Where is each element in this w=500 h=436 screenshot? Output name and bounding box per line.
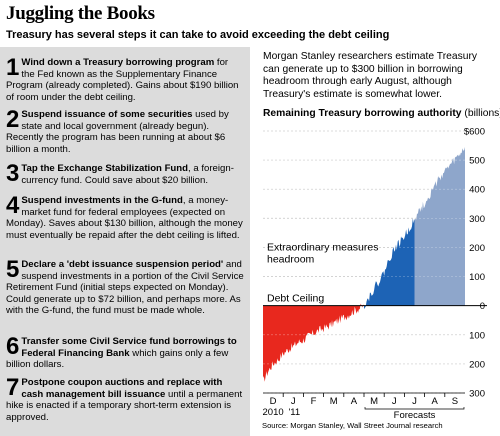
page-subtitle: Treasury has several steps it can take t… [6,29,390,41]
step-4: 4 Suspend investments in the G-fund, a mo… [6,192,244,241]
step-2: 2 Suspend issuance of some securities use… [6,106,244,155]
step-text: which gains only a few billion dollars. [6,347,229,371]
chart-title: Remaining Treasury borrowing authority (… [263,108,500,119]
extraordinary-label: Extraordinary measures headroom [267,241,378,265]
step-text: and suspend investments in a portion of … [6,259,244,317]
step-heading: Tap the Exchange Stabilization Fund [21,163,189,174]
step-number: 4 [6,192,20,219]
month-label: A [432,396,439,407]
y-tick-label: 400 [469,185,485,196]
y-tick-label: 0 [480,301,485,312]
step-7: 7 Postpone coupon auctions and replace wi… [6,374,244,423]
y-tick-label: 300 [469,214,485,225]
step-3: 3 Tap the Exchange Stabilization Fund, a … [6,160,244,187]
step-heading: Wind down a Treasury borrowing program [21,57,215,68]
month-label: D [270,396,277,407]
steps-panel: 1 Wind down a Treasury borrowing program … [0,47,250,436]
y-tick-label: 200 [469,243,485,254]
step-heading: Suspend issuance of some securities [21,109,193,120]
month-label: F [311,396,317,407]
step-1: 1 Wind down a Treasury borrowing program … [6,54,244,103]
month-label: J [392,396,397,407]
year-label: 2010 [263,407,284,418]
month-label: A [351,396,358,407]
step-heading: Suspend investments in the G-fund [21,195,183,206]
research-note: Morgan Stanley researchers estimate Trea… [263,51,478,100]
forecast-bracket [364,407,465,410]
y-tick-label: 100 [469,272,485,283]
y-tick-label: $600 [464,127,485,138]
step-text: until a permanent hike is enacted if a t… [6,388,243,423]
step-5: 5 Declare a 'debt issuance suspension per… [6,256,244,317]
y-tick-label: 100 [469,330,485,341]
headroom-area [364,218,415,310]
step-number: 7 [6,374,20,401]
debt-ceiling-label: Debt Ceiling [267,293,324,305]
step-text: , a money-market fund for federal employ… [6,195,243,241]
step-number: 6 [6,333,20,360]
chart-title-text: Remaining Treasury borrowing authority [263,108,462,119]
year-label: '11 [288,407,300,418]
month-label: J [412,396,417,407]
y-tick-label: 500 [469,156,485,167]
step-number: 2 [6,106,20,133]
step-heading: Transfer some Civil Service fund borrowi… [21,336,237,359]
step-text: , a foreign-currency fund. Could save ab… [21,163,234,186]
page-title: Juggling the Books [6,3,155,24]
month-label: J [291,396,296,407]
forecast-area [414,147,465,306]
month-label: M [330,396,338,407]
step-number: 3 [6,160,20,187]
step-6: 6 Transfer some Civil Service fund borrow… [6,333,244,371]
step-text: for the Fed known as the Supplementary F… [6,57,239,103]
y-tick-label: 200 [469,359,485,370]
month-label: M [370,396,378,407]
step-number: 1 [6,54,20,81]
step-text: used by state and local government (alre… [6,109,229,155]
source-note: Source: Morgan Stanley, Wall Street Jour… [262,421,443,430]
forecasts-label: Forecasts [394,410,436,421]
step-heading: Declare a 'debt issuance suspension peri… [21,259,224,270]
step-number: 5 [6,256,20,283]
debt-ceiling-area [263,303,364,382]
chart-title-unit: (billions) [464,108,500,119]
y-tick-label: 300 [469,389,485,400]
month-label: S [452,396,458,407]
step-heading: Postpone coupon auctions and replace wit… [21,377,223,400]
